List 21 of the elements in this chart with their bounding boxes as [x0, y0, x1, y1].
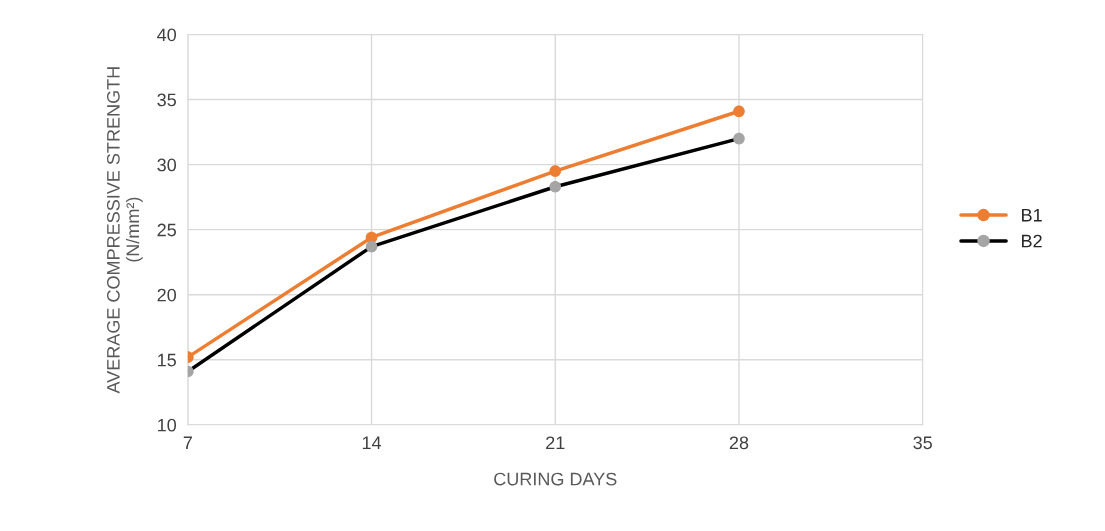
x-tick-label: 28	[729, 436, 749, 450]
legend-label: B2	[1022, 234, 1042, 248]
point	[549, 165, 562, 177]
point	[365, 240, 378, 253]
x-tick-label: 14	[362, 436, 382, 449]
y-tick-label: 15	[158, 353, 176, 367]
y-tick-label: 40	[157, 28, 177, 42]
y-tick-label: 20	[157, 288, 177, 302]
y-tick-label: 35	[157, 93, 176, 107]
point	[733, 132, 745, 145]
y-tick-label: 30	[157, 158, 177, 172]
y-tick-label: 10	[158, 418, 177, 432]
point	[733, 105, 745, 118]
legend-label: B1	[1022, 208, 1042, 222]
x-tick-label: 21	[546, 436, 565, 449]
point	[549, 180, 562, 193]
y-axis-title: AVERAGE COMPRESSIVE STRENGTH (N/mm²)	[106, 67, 143, 394]
x-tick-label: 7	[183, 436, 192, 449]
y-tick-label: 25	[157, 223, 176, 237]
x-tick-label: 35	[913, 436, 932, 450]
x-axis-title: CURING DAYS	[494, 472, 617, 486]
